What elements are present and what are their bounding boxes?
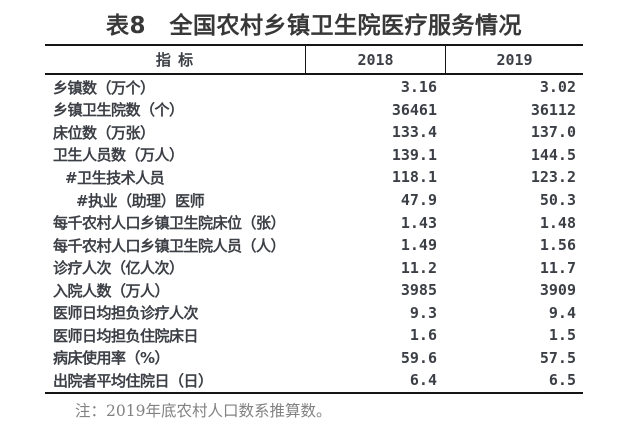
row-value-2018: 118.1 xyxy=(391,168,437,187)
row-indicator-label: 每千农村人口乡镇卫生院床位（张） xyxy=(53,214,286,233)
table-footnote: 注：2019年底农村人口数系推算数。 xyxy=(75,402,332,420)
row-indicator-label: 床位数（万张） xyxy=(53,123,155,142)
row-value-2018: 133.4 xyxy=(391,123,437,142)
row-value-2018: 59.6 xyxy=(400,348,437,367)
row-value-2018: 1.43 xyxy=(400,213,437,232)
table-row: 每千农村人口乡镇卫生院人员（人） 1.49 1.56 xyxy=(45,234,583,257)
column-header-indicator: 指 标 xyxy=(155,51,195,69)
table-row: 出院者平均住院日（日） 6.4 6.5 xyxy=(45,369,583,392)
row-indicator-label: 卫生人员数（万人） xyxy=(53,146,184,165)
row-value-2018: 9.3 xyxy=(409,303,437,322)
table-row: 乡镇卫生院数（个） 36461 36112 xyxy=(45,99,583,122)
data-table: 指 标 2018 2019 乡镇数（万个） 3.16 3.02 乡镇卫生院数（个） 36… xyxy=(45,44,583,394)
row-value-2019: 9.4 xyxy=(548,303,576,322)
column-header-2018: 2018 xyxy=(305,46,445,73)
table-row: 卫生人员数（万人） 139.1 144.5 xyxy=(45,144,583,167)
row-value-2019: 57.5 xyxy=(539,348,576,367)
table-row: 乡镇数（万个） 3.16 3.02 xyxy=(45,76,583,99)
row-value-2019: 11.7 xyxy=(539,258,576,277)
row-value-2019: 144.5 xyxy=(530,145,576,164)
row-value-2019: 1.48 xyxy=(539,213,576,232)
row-value-2018: 11.2 xyxy=(400,258,437,277)
row-indicator-label: 病床使用率（%） xyxy=(53,349,170,368)
table-row: 每千农村人口乡镇卫生院床位（张） 1.43 1.48 xyxy=(45,211,583,234)
row-value-2019: 36112 xyxy=(530,100,576,119)
row-indicator-label: 乡镇数（万个） xyxy=(53,78,155,97)
table-row: 医师日均担负诊疗人次 9.3 9.4 xyxy=(45,301,583,324)
table-body: 乡镇数（万个） 3.16 3.02 乡镇卫生院数（个） 36461 36112 床位数（万张… xyxy=(45,75,583,394)
row-value-2019: 137.0 xyxy=(530,123,576,142)
table-title: 表8 全国农村乡镇卫生院医疗服务情况 xyxy=(105,13,522,39)
table-row: #卫生技术人员 118.1 123.2 xyxy=(45,166,583,189)
row-value-2018: 139.1 xyxy=(391,145,437,164)
row-indicator-label: 医师日均担负诊疗人次 xyxy=(53,304,199,323)
table-header-row: 指 标 2018 2019 xyxy=(45,44,583,75)
column-header-2019: 2019 xyxy=(445,46,583,73)
row-indicator-label: 入院人数（万人） xyxy=(53,281,170,300)
row-value-2019: 123.2 xyxy=(530,168,576,187)
row-value-2019: 1.56 xyxy=(539,236,576,255)
row-value-2019: 1.5 xyxy=(548,326,576,345)
row-value-2018: 6.4 xyxy=(409,371,437,390)
row-indicator-label: 出院者平均住院日（日） xyxy=(53,371,213,390)
row-indicator-label: 医师日均担负住院床日 xyxy=(53,326,199,345)
row-indicator-label: 诊疗人次（亿人次） xyxy=(53,259,184,278)
row-indicator-label: #执业（助理）医师 xyxy=(76,191,205,210)
table-row: 床位数（万张） 133.4 137.0 xyxy=(45,121,583,144)
row-value-2018: 1.49 xyxy=(400,236,437,255)
row-value-2019: 50.3 xyxy=(539,191,576,209)
row-value-2018: 36461 xyxy=(391,100,437,119)
table-row: #执业（助理）医师 47.9 50.3 xyxy=(45,189,583,212)
row-value-2018: 3985 xyxy=(400,281,437,300)
table-row: 医师日均担负住院床日 1.6 1.5 xyxy=(45,324,583,347)
row-value-2019: 3909 xyxy=(539,281,576,300)
table-row: 入院人数（万人） 3985 3909 xyxy=(45,279,583,302)
row-value-2019: 6.5 xyxy=(548,371,576,390)
table-row: 诊疗人次（亿人次） 11.2 11.7 xyxy=(45,256,583,279)
row-value-2019: 3.02 xyxy=(539,78,576,97)
row-value-2018: 1.6 xyxy=(409,326,437,345)
row-indicator-label: 每千农村人口乡镇卫生院人员（人） xyxy=(53,236,286,255)
row-indicator-label: 乡镇卫生院数（个） xyxy=(53,101,184,120)
row-indicator-label: #卫生技术人员 xyxy=(65,168,165,187)
row-value-2018: 47.9 xyxy=(400,191,437,209)
row-value-2018: 3.16 xyxy=(400,78,437,97)
table-row: 病床使用率（%） 59.6 57.5 xyxy=(45,347,583,370)
